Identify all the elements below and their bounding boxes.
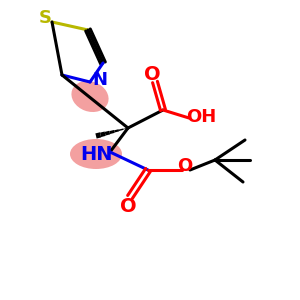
Text: HN: HN: [80, 145, 112, 164]
Text: OH: OH: [186, 108, 216, 126]
Text: O: O: [144, 64, 160, 83]
Text: O: O: [177, 157, 193, 175]
Ellipse shape: [71, 81, 109, 112]
Ellipse shape: [70, 139, 122, 169]
Text: S: S: [38, 9, 52, 27]
Text: N: N: [92, 71, 107, 89]
Text: O: O: [120, 196, 136, 215]
